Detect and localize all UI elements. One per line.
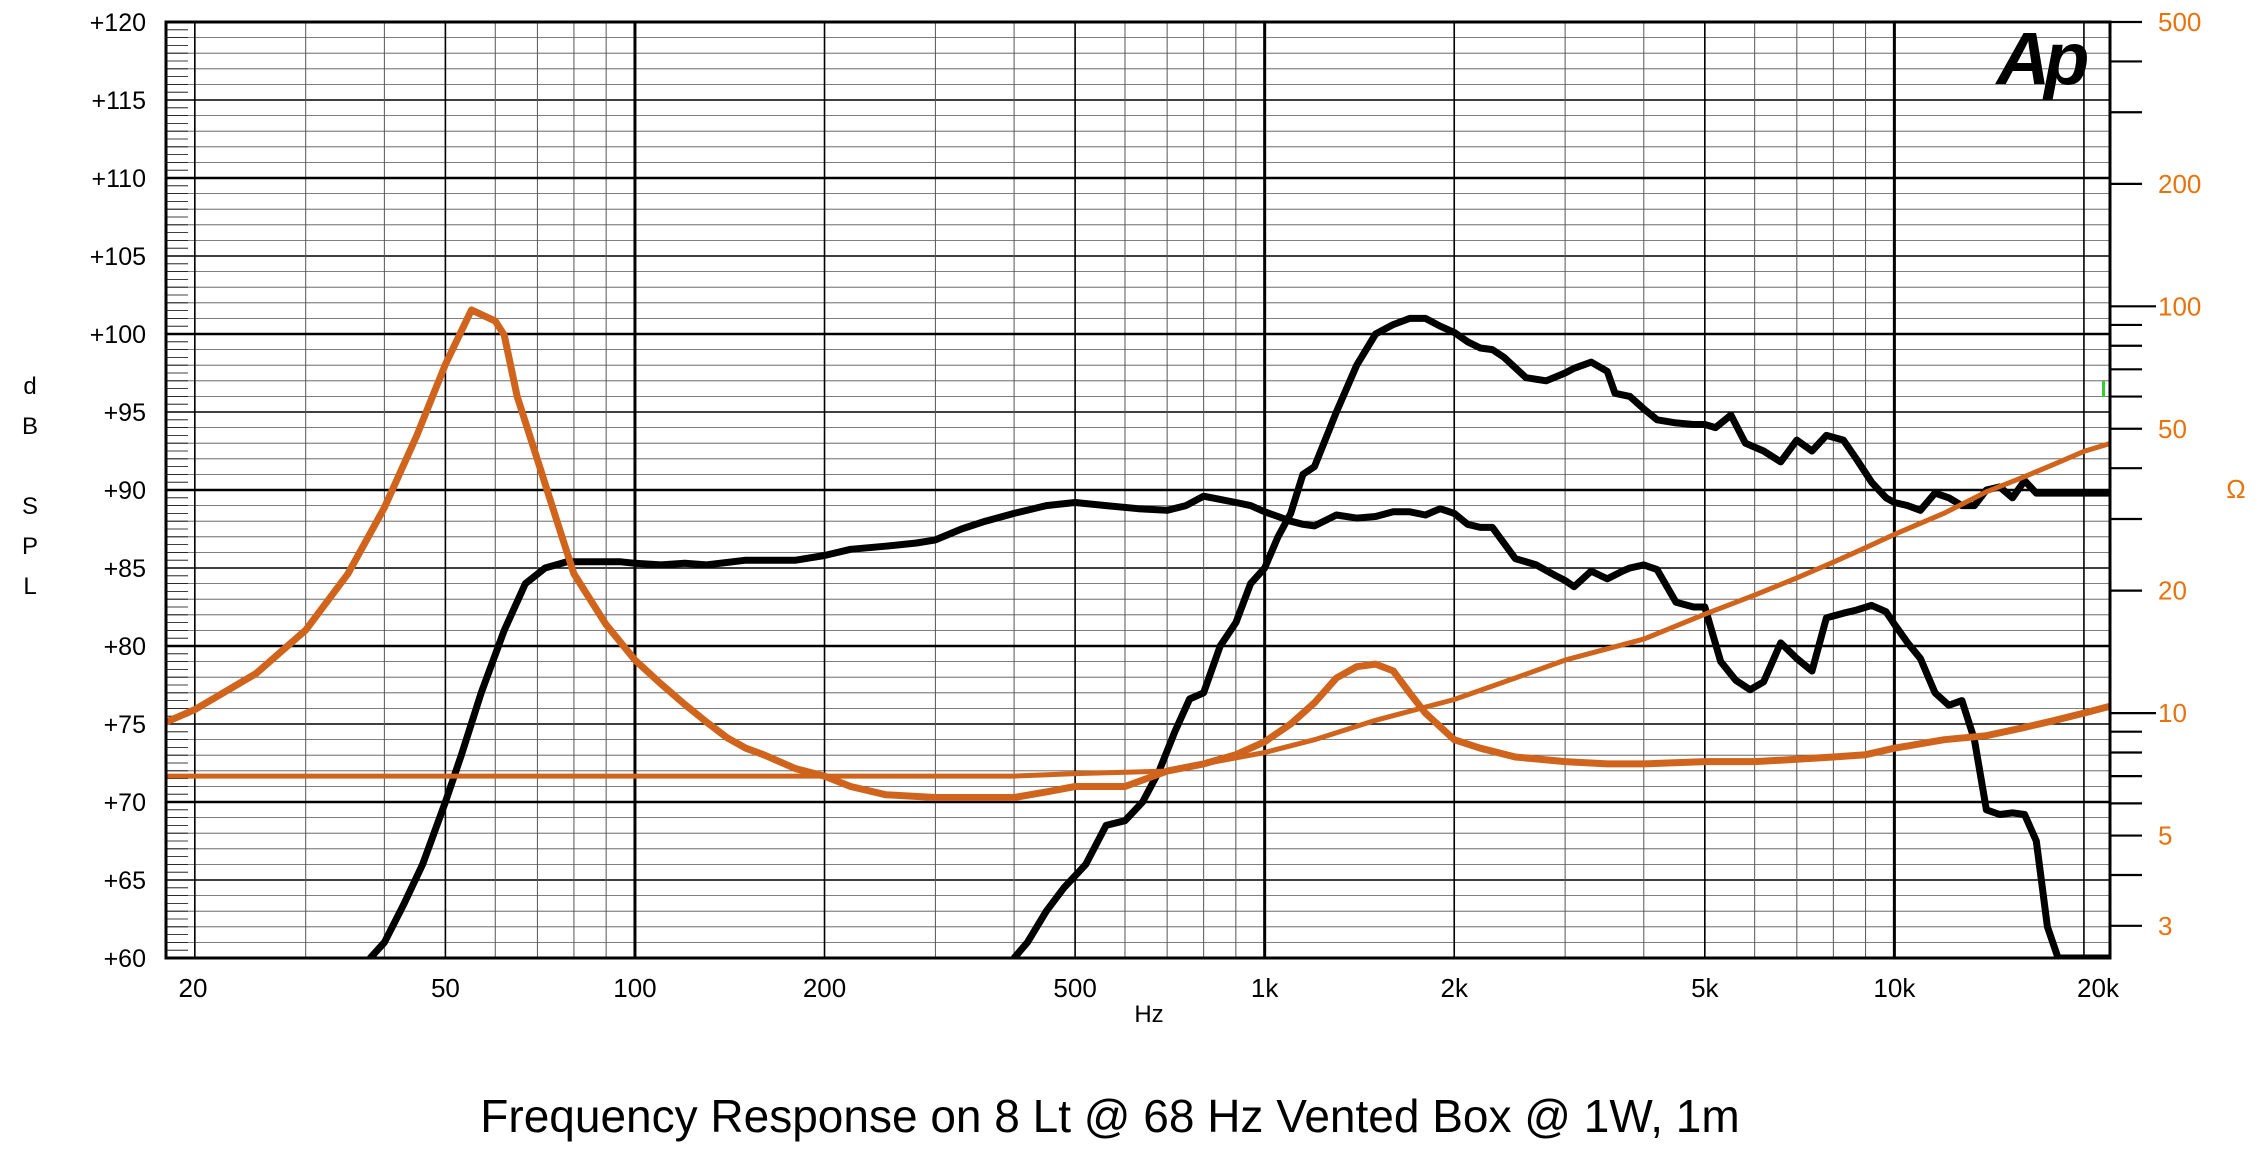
y-left-tick-label: +110 (92, 165, 146, 193)
right-axis-title-ohm: Ω (2226, 474, 2245, 504)
major-grid (166, 22, 2110, 958)
y-left-tick-label: +100 (90, 321, 146, 349)
y-left-tick-label: +75 (104, 711, 146, 739)
y-right-tick-label: 5 (2158, 821, 2172, 851)
series-layer (166, 306, 2110, 958)
y-axis-title-letter-p: P (22, 533, 38, 560)
y-axis-title-letter-s: S (22, 493, 38, 520)
y-left-tick-label: +85 (104, 555, 146, 583)
y-right-tick-label: 500 (2158, 7, 2201, 37)
y-right-tick-label: 3 (2158, 911, 2172, 941)
left-axis-labels: +120 +115 +110 +105 +100 +95 +90 +85 +80 +75 +70 +6… (90, 9, 146, 973)
impedance-curve-driver-line (166, 441, 2110, 779)
y-left-tick-label: +105 (90, 243, 146, 271)
y-left-tick-label: +70 (104, 789, 146, 817)
y-axis-title-letter-d: d (23, 373, 36, 400)
spl-curve-driver-line (1010, 314, 2110, 958)
y-axis-title-letter-b: B (22, 413, 38, 440)
y-right-tick-label: 20 (2158, 576, 2187, 606)
x-tick-label: 2k (1440, 973, 1468, 1003)
plot-frame (164, 20, 2112, 960)
x-tick-label: 500 (1053, 973, 1096, 1003)
x-axis-labels: 20 50 100 200 500 1k 2k 5k 10k 20k (179, 973, 2120, 1003)
x-tick-label: 10k (1873, 973, 1916, 1003)
y-right-tick-label: 10 (2158, 698, 2187, 728)
y-axis-title-letter-l: L (23, 573, 36, 600)
x-tick-label: 5k (1691, 973, 1719, 1003)
x-tick-label: 1k (1251, 973, 1279, 1003)
impedance-curve-woofer-line (166, 306, 2110, 801)
right-axis-ticks (2110, 20, 2156, 927)
y-left-tick-label: +115 (92, 87, 146, 115)
y-left-tick-label: +60 (104, 945, 146, 973)
x-tick-label: 200 (803, 973, 846, 1003)
chart-title: Frequency Response on 8 Lt @ 68 Hz Vente… (480, 1090, 1739, 1142)
x-tick-label: 100 (613, 973, 656, 1003)
y-left-tick-label: +80 (104, 633, 146, 661)
x-axis-title: Hz (1134, 1001, 1163, 1028)
cursor-marker-icon (2102, 381, 2105, 397)
x-tick-label: 20k (2077, 973, 2120, 1003)
y-left-tick-label: +95 (104, 399, 146, 427)
y-right-tick-label: 50 (2158, 414, 2187, 444)
ap-logo: Ap (1995, 17, 2087, 100)
right-axis-labels: 500 200 100 50 20 10 5 3 (2158, 7, 2201, 941)
y-right-tick-label: 200 (2158, 169, 2201, 199)
spl-curve-woofer-line (366, 492, 2110, 958)
y-right-tick-label: 100 (2158, 291, 2201, 321)
y-left-tick-label: +90 (104, 477, 146, 505)
y-left-tick-label: +120 (90, 9, 146, 37)
y-left-tick-label: +65 (104, 867, 146, 895)
x-tick-label: 20 (179, 973, 208, 1003)
x-tick-label: 50 (431, 973, 460, 1003)
